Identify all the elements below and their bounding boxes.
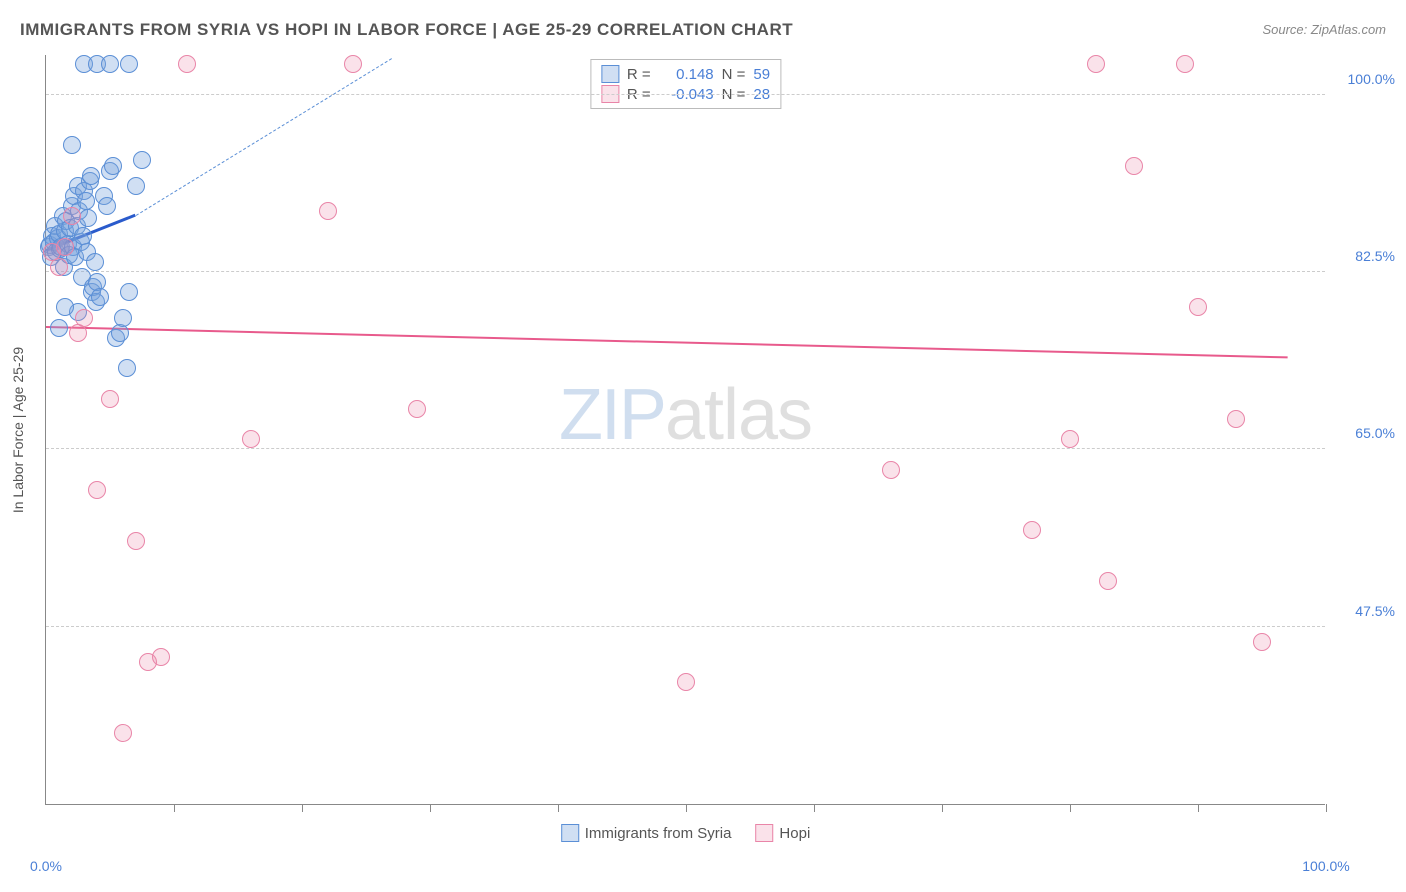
data-point [86,253,104,271]
data-point [88,481,106,499]
series-legend: Immigrants from Syria Hopi [561,824,811,842]
x-tick [1198,804,1199,812]
legend-item-0: Immigrants from Syria [561,824,732,842]
data-point [152,648,170,666]
data-point [118,359,136,377]
data-point [1099,572,1117,590]
data-point [127,532,145,550]
data-point [133,151,151,169]
data-point [1061,430,1079,448]
chart-title: IMMIGRANTS FROM SYRIA VS HOPI IN LABOR F… [20,20,793,40]
data-point [1125,157,1143,175]
gridline [46,271,1325,272]
series-name-0: Immigrants from Syria [585,825,732,842]
y-tick-label: 65.0% [1355,425,1395,441]
data-point [98,197,116,215]
swatch-series-0 [601,65,619,83]
x-tick [558,804,559,812]
data-point [677,673,695,691]
y-tick-label: 82.5% [1355,248,1395,264]
x-tick [1070,804,1071,812]
r-value-0: 0.148 [659,66,714,83]
gridline [46,626,1325,627]
data-point [77,192,95,210]
x-tick [430,804,431,812]
data-point [75,309,93,327]
legend-item-1: Hopi [755,824,810,842]
data-point [56,238,74,256]
extrapolation-line [135,58,392,216]
data-point [56,298,74,316]
data-point [408,400,426,418]
data-point [1087,55,1105,73]
watermark-atlas: atlas [665,375,812,455]
watermark-zip: ZIP [559,375,665,455]
x-tick [814,804,815,812]
y-tick-label: 47.5% [1355,603,1395,619]
data-point [63,207,81,225]
swatch-series-0 [561,824,579,842]
data-point [50,319,68,337]
data-point [882,461,900,479]
source-label: Source: ZipAtlas.com [1262,22,1386,37]
x-tick [942,804,943,812]
gridline [46,94,1325,95]
trend-line [46,326,1288,358]
x-tick [686,804,687,812]
data-point [178,55,196,73]
data-point [111,324,129,342]
n-label: N = [722,66,746,83]
correlation-legend: R = 0.148 N = 59 R = -0.043 N = 28 [590,59,781,109]
data-point [101,390,119,408]
x-tick-label: 100.0% [1302,858,1349,874]
x-tick [302,804,303,812]
x-tick-label: 0.0% [30,858,62,874]
data-point [1023,521,1041,539]
data-point [1189,298,1207,316]
data-point [1253,633,1271,651]
r-label: R = [627,66,651,83]
data-point [319,202,337,220]
data-point [79,209,97,227]
chart-container: IMMIGRANTS FROM SYRIA VS HOPI IN LABOR F… [0,0,1406,892]
data-point [1227,410,1245,428]
data-point [101,55,119,73]
watermark: ZIPatlas [559,374,812,456]
legend-row-series-0: R = 0.148 N = 59 [601,64,770,84]
data-point [104,157,122,175]
data-point [114,724,132,742]
n-value-0: 59 [753,66,770,83]
data-point [114,309,132,327]
data-point [120,283,138,301]
data-point [127,177,145,195]
data-point [242,430,260,448]
data-point [63,136,81,154]
data-point [82,167,100,185]
series-name-1: Hopi [779,825,810,842]
data-point [50,258,68,276]
data-point [120,55,138,73]
x-tick [174,804,175,812]
x-tick [1326,804,1327,812]
plot-area: In Labor Force | Age 25-29 ZIPatlas R = … [45,55,1325,805]
y-tick-label: 100.0% [1348,71,1395,87]
data-point [344,55,362,73]
data-point [1176,55,1194,73]
data-point [91,288,109,306]
y-axis-title: In Labor Force | Age 25-29 [10,346,26,512]
swatch-series-1 [755,824,773,842]
gridline [46,448,1325,449]
